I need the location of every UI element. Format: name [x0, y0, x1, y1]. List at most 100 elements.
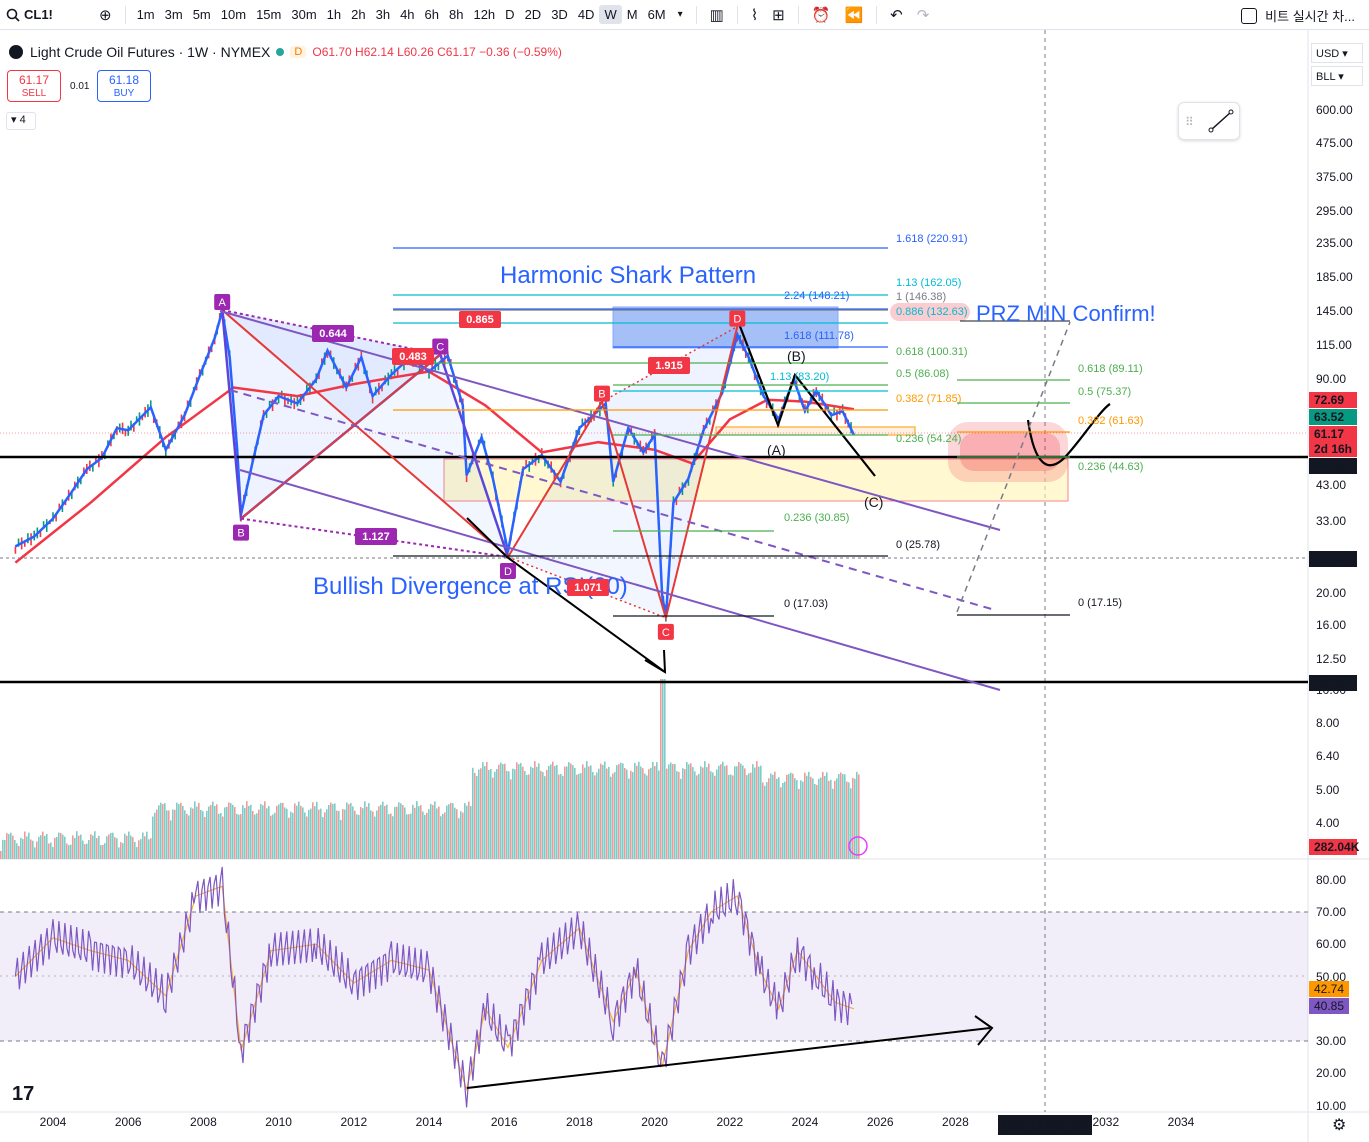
abc-wave [734, 315, 876, 477]
time-tick: 2034 [1168, 1115, 1195, 1129]
volume-bar [700, 766, 702, 859]
volume-bar [520, 763, 522, 859]
volume-bar [358, 814, 360, 859]
pattern-point-label: B [233, 524, 249, 541]
interval-2D[interactable]: 2D [524, 7, 542, 22]
fib-label: 0.5 (86.08) [896, 368, 949, 380]
volume-bar [370, 810, 372, 859]
volume-bar [434, 801, 436, 859]
volume-bar [760, 765, 762, 859]
volume-bar [390, 813, 392, 859]
replay-icon[interactable]: ⏪ [844, 6, 864, 24]
volume-bar [762, 782, 764, 859]
interval-6M[interactable]: 6M [647, 7, 666, 22]
volume-bar [368, 803, 370, 859]
volume-bar [722, 761, 724, 859]
volume-bar [270, 815, 272, 859]
chart-area[interactable]: 1.618 (220.91) 1.13 (162.05) 2.24 (148.21)… [0, 30, 1369, 1142]
price-tag: 63.52 [1309, 409, 1357, 425]
ratio-text: 0.644 [319, 328, 347, 340]
volume-bar [794, 778, 796, 859]
interval-1m[interactable]: 1m [136, 7, 155, 22]
volume-bar [774, 771, 776, 859]
volume-bar [694, 771, 696, 859]
symbol-title[interactable]: Light Crude Oil Futures · 1W · NYMEX [30, 44, 271, 60]
redo-icon[interactable]: ↷ [916, 6, 930, 24]
volume-bar [186, 813, 188, 859]
volume-bar [196, 806, 198, 859]
volume-bar [666, 768, 668, 859]
interval-W[interactable]: W [599, 5, 622, 24]
volume-bar [44, 835, 46, 859]
tradingview-logo-icon: 17 [12, 1083, 34, 1105]
volume-bar [18, 845, 20, 859]
candles-icon[interactable]: ▥ [709, 6, 724, 24]
pattern-point-text: D [733, 314, 741, 326]
volume-bar [346, 802, 348, 859]
volume-bar [858, 774, 860, 859]
undo-icon[interactable]: ↶ [890, 6, 903, 24]
indicators-icon[interactable]: ⌇ [750, 6, 759, 24]
time-tick: 2024 [792, 1115, 819, 1129]
volume-bar [600, 763, 602, 859]
volume-bar [164, 803, 166, 859]
volume-bar [662, 679, 664, 859]
volume-bar [476, 775, 478, 859]
fib-label: 0.5 (75.37) [1078, 386, 1131, 398]
interval-4D[interactable]: 4D [577, 7, 595, 22]
volume-bar [176, 802, 178, 859]
interval-1h[interactable]: 1h [326, 7, 342, 22]
volume-bar [232, 804, 234, 859]
buy-button[interactable]: 61.18 BUY [97, 70, 151, 102]
volume-bar [114, 837, 116, 859]
volume-bar [716, 769, 718, 859]
interval-6h[interactable]: 6h [424, 7, 439, 22]
interval-3m[interactable]: 3m [164, 7, 183, 22]
unit-select[interactable]: BLL ▾ [1311, 66, 1363, 86]
interval-8h[interactable]: 8h [449, 7, 464, 22]
interval-bar: 1m 3m 5m 10m 15m 30m 1h 2h 3h 4h 6h 8h 12h D 2D 3D 4D W M 6… [132, 5, 671, 24]
interval-3h[interactable]: 3h [375, 7, 391, 22]
search-icon [6, 8, 20, 22]
interval-4h[interactable]: 4h [400, 7, 415, 22]
interval-15m[interactable]: 15m [256, 7, 282, 22]
interval-3D[interactable]: 3D [551, 7, 568, 22]
currency-select[interactable]: USD ▾ [1311, 43, 1363, 63]
layout-icon[interactable]: ⊞ [772, 6, 785, 24]
gear-icon: ⚙ [1332, 1117, 1346, 1134]
volume-bar [412, 804, 414, 859]
volume-bar [632, 772, 634, 859]
red-pattern-path [507, 326, 739, 622]
interval-5m[interactable]: 5m [192, 7, 211, 22]
volume-bar [480, 768, 482, 859]
interval-12h[interactable]: 12h [473, 7, 496, 22]
interval-M[interactable]: M [626, 7, 638, 22]
chevron-down-icon[interactable]: ▾ [677, 9, 683, 20]
pattern-point-box [214, 294, 231, 311]
rsi-tick: 20.00 [1316, 1066, 1346, 1080]
symbol-search[interactable]: CL1! [0, 7, 92, 22]
volume-bar [404, 807, 406, 859]
volume-bar [430, 803, 432, 859]
alert-icon[interactable]: ⏰ [811, 6, 831, 24]
sell-button[interactable]: 61.17 SELL [7, 70, 61, 102]
volume-bar [288, 817, 290, 859]
realtime-checkbox[interactable] [1241, 7, 1258, 24]
compare-add-icon[interactable]: ⊕ [99, 6, 112, 24]
volume-bar [78, 835, 80, 859]
price-tick: 115.00 [1316, 338, 1352, 352]
interval-30m[interactable]: 30m [291, 7, 317, 22]
volume-bar [674, 763, 676, 859]
interval-D[interactable]: D [505, 7, 515, 22]
volume-bar [696, 775, 698, 859]
volume-bar [482, 762, 484, 859]
interval-10m[interactable]: 10m [220, 7, 247, 22]
volume-bar [538, 763, 540, 859]
indicator-toggle[interactable]: ▾ 4 [6, 112, 36, 130]
volume-bar [810, 776, 812, 859]
floating-draw-toolbar[interactable]: ⠿ [1178, 102, 1240, 140]
volume-bar [12, 835, 14, 859]
volume-bar [724, 766, 726, 859]
interval-2h[interactable]: 2h [351, 7, 366, 22]
volume-bar [90, 834, 92, 859]
